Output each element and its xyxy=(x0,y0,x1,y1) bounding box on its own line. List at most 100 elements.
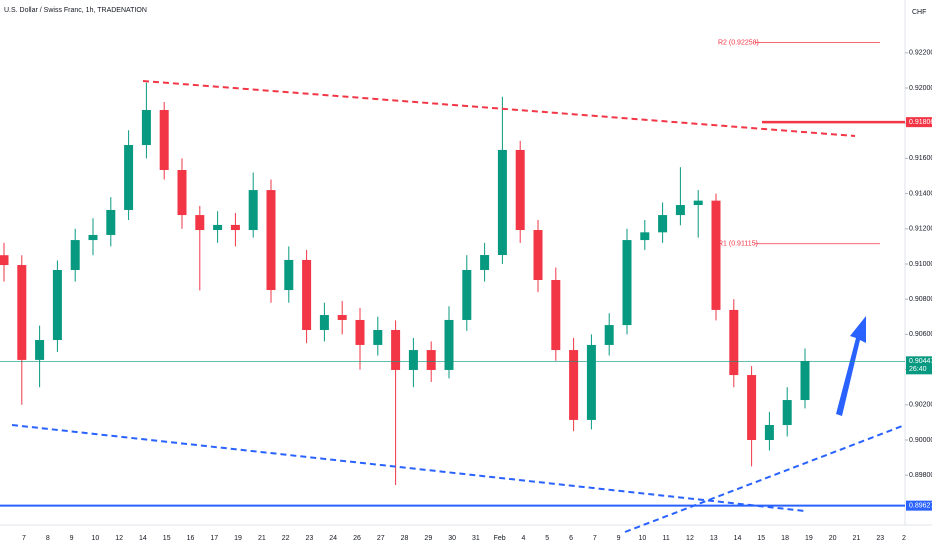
candle-body xyxy=(319,315,329,330)
candle-body xyxy=(711,200,721,310)
x-tick-label: 15 xyxy=(757,535,765,542)
candle-body xyxy=(658,215,668,233)
candle-body xyxy=(230,224,240,231)
x-tick-label: 17 xyxy=(210,535,218,542)
candle-body xyxy=(764,425,774,440)
candle-body xyxy=(693,200,703,206)
x-tick-label: 22 xyxy=(282,535,290,542)
y-tick-label: 0.91600 xyxy=(909,155,932,162)
candle-body xyxy=(408,350,418,370)
candle-body xyxy=(70,240,80,270)
candle-body xyxy=(515,149,525,231)
candle-body xyxy=(604,325,614,345)
x-tick-label: 6 xyxy=(569,535,573,542)
y-tick-label: 0.90800 xyxy=(909,296,932,303)
x-tick-label: 21 xyxy=(853,535,861,542)
x-tick-label: 23 xyxy=(306,535,314,542)
x-tick-label: 7 xyxy=(22,535,26,542)
arrow xyxy=(836,316,866,416)
y-tick-label: 0.90200 xyxy=(909,402,932,409)
candle-body xyxy=(302,259,312,330)
x-tick-label: 7 xyxy=(593,535,597,542)
candle-body xyxy=(337,315,347,320)
candle-body xyxy=(782,400,792,426)
x-tick-label: 14 xyxy=(734,535,742,542)
candle-body xyxy=(355,319,365,345)
candle-body xyxy=(213,224,223,231)
x-tick-label: 14 xyxy=(139,535,147,542)
pivot-label: R1 (0.91115) xyxy=(718,241,758,248)
current-price-label: 0.90447 xyxy=(909,358,932,365)
x-tick-label: 29 xyxy=(424,535,432,542)
plot xyxy=(0,82,810,486)
support-price-box xyxy=(906,500,932,511)
y-tick-label: 0.91400 xyxy=(909,190,932,197)
candle-body xyxy=(0,255,9,266)
x-tick-label: 12 xyxy=(115,535,123,542)
y-tick-label: 0.90000 xyxy=(909,437,932,444)
candle-body xyxy=(141,109,151,146)
x-tick-label: 12 xyxy=(686,535,694,542)
x-tick-label: 10 xyxy=(638,535,646,542)
candle-body xyxy=(729,309,739,376)
candle-body xyxy=(177,170,187,216)
candle-body xyxy=(373,329,383,345)
candle-body xyxy=(17,265,27,360)
resistance-trendline xyxy=(142,80,856,137)
support-trendline xyxy=(11,424,806,512)
x-tick-label: 21 xyxy=(258,535,266,542)
candle-body xyxy=(675,205,685,216)
x-tick-label: 4 xyxy=(522,535,526,542)
x-tick-label: 27 xyxy=(377,535,385,542)
resistance-price-label: 0.91806 xyxy=(909,119,932,126)
x-tick-label: 19 xyxy=(805,535,813,542)
support-price-label: 0.89627 xyxy=(909,502,932,509)
candle-body xyxy=(106,209,116,235)
candle-body xyxy=(124,145,134,210)
candle-body xyxy=(480,255,490,270)
candle-body xyxy=(622,240,632,326)
y-tick-label: 0.92000 xyxy=(909,85,932,92)
x-tick-label: 23 xyxy=(876,535,884,542)
candle-body xyxy=(248,190,258,231)
candle-body xyxy=(747,375,757,440)
y-tick-label: 0.89800 xyxy=(909,472,932,479)
y-tick-label: 0.92200 xyxy=(909,50,932,57)
current-price-box xyxy=(906,356,932,375)
x-tick-label: 5 xyxy=(545,535,549,542)
x-tick-label: 8 xyxy=(46,535,50,542)
candle-body xyxy=(88,234,98,241)
x-tick-label: 13 xyxy=(710,535,718,542)
candle-body xyxy=(640,232,650,241)
x-tick-label: 26 xyxy=(353,535,361,542)
candle-body xyxy=(462,269,472,320)
x-tick-label: 19 xyxy=(234,535,242,542)
candle-body xyxy=(551,280,561,351)
candle-body xyxy=(35,340,45,360)
x-tick-label: 9 xyxy=(617,535,621,542)
x-tick-label: 2 xyxy=(902,535,906,542)
y-tick-label: 0.90600 xyxy=(909,331,932,338)
chart-title: U.S. Dollar / Swiss Franc, 1h, TRADENATI… xyxy=(4,7,147,14)
candle-body xyxy=(195,215,205,231)
y-tick-label: 0.91000 xyxy=(909,261,932,268)
x-tick-label: 20 xyxy=(829,535,837,542)
candle-body xyxy=(569,350,579,420)
resistance-price-box xyxy=(906,117,932,128)
candle-body xyxy=(533,230,543,281)
candle-body xyxy=(444,319,454,370)
x-tick-label: Feb xyxy=(494,535,506,542)
x-tick-label: 28 xyxy=(401,535,409,542)
candle-body xyxy=(800,361,810,401)
x-tick-label: 24 xyxy=(329,535,337,542)
candle-body xyxy=(586,344,596,420)
candle-body xyxy=(52,269,62,341)
y-tick-label: 0.91200 xyxy=(909,226,932,233)
x-tick-label: 15 xyxy=(163,535,171,542)
candle-body xyxy=(497,149,507,256)
x-tick-label: 18 xyxy=(781,535,789,542)
x-tick-label: 16 xyxy=(187,535,195,542)
pivot-label: R2 (0.92258) xyxy=(718,39,759,46)
candle-body xyxy=(284,259,294,291)
